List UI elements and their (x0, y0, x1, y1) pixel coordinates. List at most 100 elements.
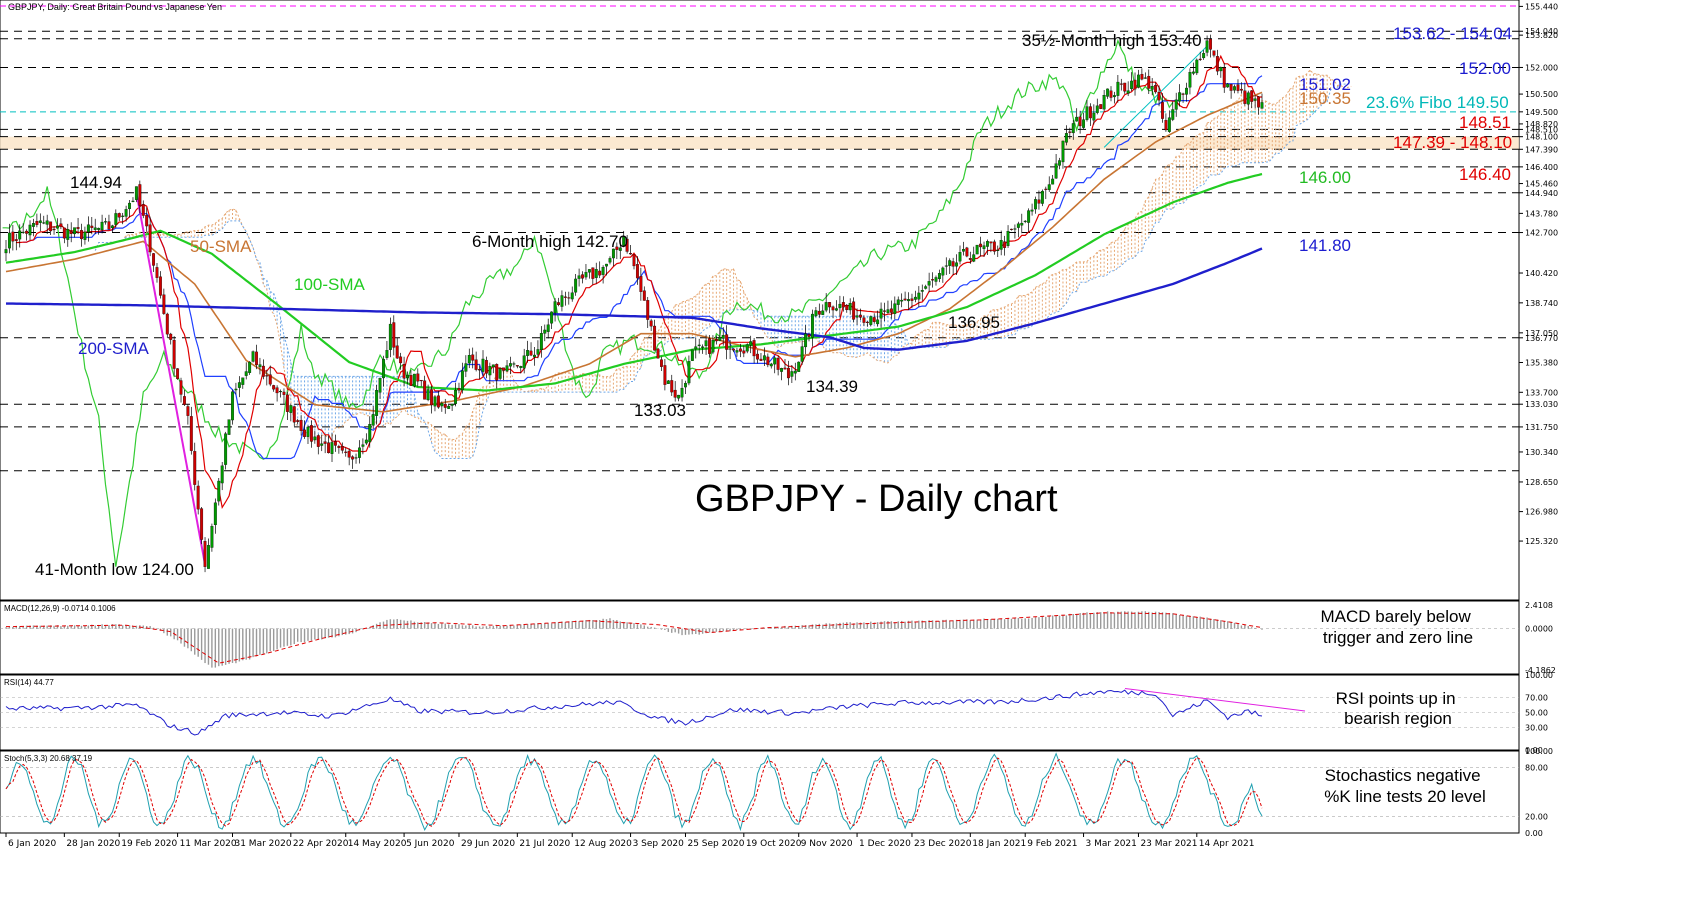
candle-body (1092, 112, 1096, 121)
candle-body (992, 241, 996, 252)
candle-body (522, 355, 526, 369)
candle-body (896, 299, 900, 305)
annotation-6-month-high: 6-Month high 142.70 (472, 232, 628, 251)
candle-body (718, 337, 722, 341)
candle-body (1253, 98, 1257, 101)
candle-body (285, 394, 289, 412)
candle-body (539, 333, 543, 351)
candle-body (711, 340, 715, 353)
candle-body (344, 451, 348, 453)
candle-body (450, 403, 454, 406)
candle-body (773, 357, 777, 365)
date-tick-label: 25 Sep 2020 (687, 839, 744, 849)
label-146-00: 146.00 (1299, 168, 1351, 187)
rsi-line (5, 689, 1263, 736)
candle-body (649, 320, 653, 327)
candle-body (570, 292, 574, 300)
stoch-title: Stoch(5,3,3) 20.68 37.19 (4, 754, 93, 763)
candle-body (255, 351, 258, 366)
candle-body (231, 391, 234, 421)
candle-body (1102, 94, 1106, 110)
candle-body (1037, 199, 1041, 204)
candle-body (1222, 67, 1226, 88)
candle-body (1215, 56, 1219, 72)
price-tick-label: 148.100 (1525, 133, 1558, 142)
candle-body (835, 308, 838, 311)
candle-body (563, 296, 567, 298)
candle-body (622, 236, 626, 246)
candle-body (399, 356, 403, 364)
date-tick-label: 6 Jan 2020 (8, 839, 56, 849)
date-tick-label: 19 Oct 2020 (746, 839, 802, 849)
candle-body (28, 224, 32, 236)
candle-body (1154, 85, 1158, 93)
candle-body (1150, 85, 1154, 90)
candle-body (495, 363, 499, 381)
candle-body (732, 348, 735, 351)
candle-body (972, 254, 976, 262)
candle-body (1137, 74, 1140, 88)
candle-body (646, 300, 650, 320)
label-200-sma: 200-SMA (78, 339, 150, 358)
candle-body (1233, 86, 1236, 91)
candle-body (11, 231, 15, 242)
candle-body (207, 545, 210, 569)
candle-body (879, 308, 883, 319)
candle-body (776, 357, 780, 370)
candle-body (793, 370, 797, 374)
candle-body (49, 221, 53, 232)
candle-body (931, 279, 935, 281)
candle-body (138, 184, 142, 206)
candle-body (4, 249, 8, 254)
candle-body (553, 301, 557, 314)
chart-watermark: GBPJPY - Daily chart (695, 478, 1058, 520)
candle-body (474, 359, 478, 370)
candle-body (666, 380, 670, 384)
candle-body (611, 248, 615, 259)
price-tick-label: 138.740 (1525, 299, 1558, 308)
date-tick-label: 9 Nov 2020 (801, 839, 853, 849)
candle-body (1171, 109, 1175, 120)
candle-body (296, 420, 300, 422)
candle-body (227, 419, 231, 435)
date-tick-label: 1 Dec 2020 (859, 839, 911, 849)
candle-body (1085, 106, 1089, 120)
candle-body (213, 502, 217, 526)
candle-body (790, 371, 794, 377)
candle-body (738, 348, 742, 352)
rsi-annotation: RSI points up in bearish region (1336, 689, 1461, 728)
price-tick-label: 130.340 (1525, 448, 1558, 457)
candle-body (677, 394, 681, 399)
candle-body (680, 387, 684, 398)
candle-body (333, 441, 337, 446)
candle-body (663, 365, 667, 385)
candle-body (889, 308, 893, 313)
indicator-tick-label: 70.00 (1525, 694, 1548, 703)
candle-body (351, 456, 355, 460)
candle-body (577, 275, 581, 279)
candle-body (1047, 184, 1051, 190)
candle-body (653, 325, 657, 351)
candle-body (186, 406, 190, 416)
price-tick-label: 143.780 (1525, 209, 1558, 218)
date-tick-label: 14 May 2020 (348, 839, 407, 849)
macd-annotation: MACD barely below trigger and zero line (1321, 607, 1476, 647)
candle-body (543, 329, 547, 334)
candle-body (268, 374, 272, 385)
candle-body (409, 375, 413, 386)
price-tick-label: 133.030 (1525, 400, 1558, 409)
candle-body (69, 231, 73, 234)
candle-body (1095, 105, 1099, 113)
candle-body (533, 354, 536, 358)
price-tick-label: 150.500 (1525, 90, 1558, 99)
price-tick-label: 154.040 (1525, 27, 1558, 36)
candle-body (261, 365, 265, 377)
candle-body (1236, 84, 1240, 91)
candle-body (639, 276, 643, 292)
price-tick-label: 155.440 (1525, 2, 1558, 11)
candle-body (471, 354, 475, 361)
candle-body (292, 406, 296, 423)
candle-body (982, 245, 986, 249)
annotation-35-month-high: 35½-Month high 153.40 (1022, 31, 1202, 50)
candle-body (996, 249, 1000, 251)
